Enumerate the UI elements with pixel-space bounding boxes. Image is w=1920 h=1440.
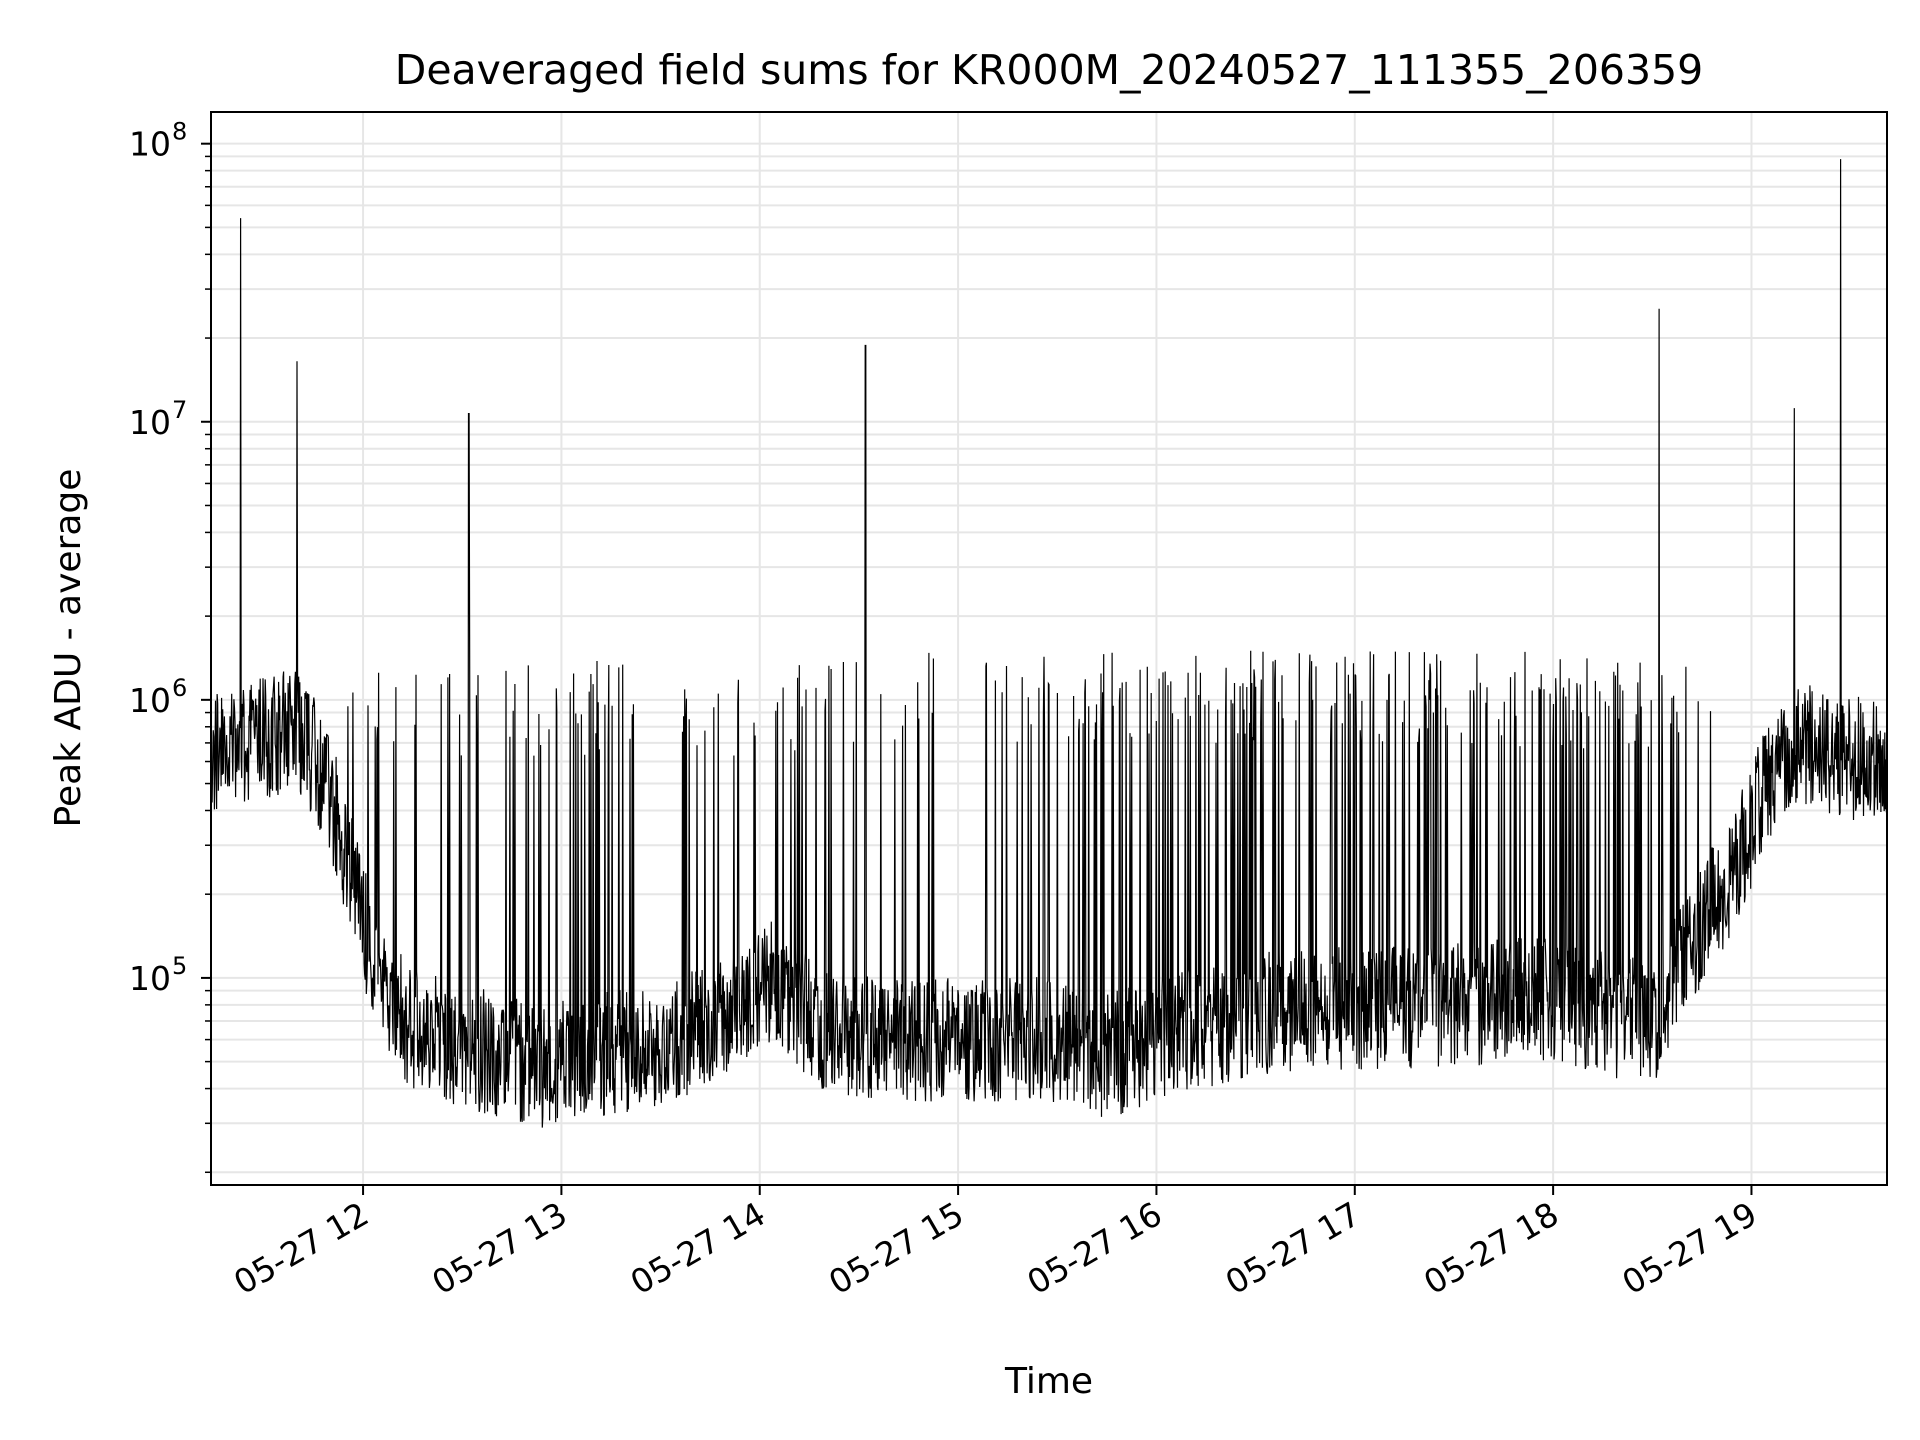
y-tick-label: 10 6 xyxy=(129,674,187,720)
y-tick-base: 10 xyxy=(129,403,171,442)
y-tick-label: 10 7 xyxy=(129,396,187,442)
y-tick-exponent: 6 xyxy=(172,674,187,702)
y-tick-base: 10 xyxy=(129,959,171,998)
chart-title: Deaveraged field sums for KR000M_2024052… xyxy=(395,46,1704,94)
y-tick-exponent: 5 xyxy=(172,952,187,980)
y-tick-base: 10 xyxy=(129,681,171,720)
plot-frame xyxy=(210,111,1888,1186)
y-tick-base: 10 xyxy=(129,125,171,164)
series-line xyxy=(210,159,1888,1128)
y-tick-label: 10 8 xyxy=(129,118,187,164)
series-layer xyxy=(210,159,1888,1128)
y-axis-label: Peak ADU - average xyxy=(48,469,89,828)
y-tick-exponent: 8 xyxy=(172,118,187,146)
x-axis-label: Time xyxy=(1004,1361,1093,1402)
y-tick-label: 10 5 xyxy=(129,952,187,998)
y-tick-exponent: 7 xyxy=(172,396,187,424)
